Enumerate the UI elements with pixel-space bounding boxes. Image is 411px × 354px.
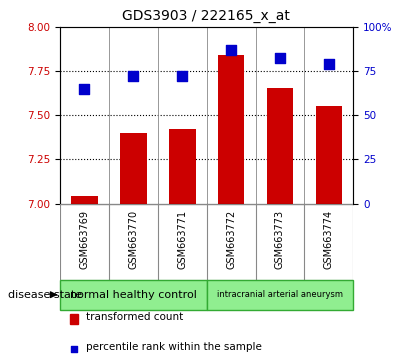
Point [81,86,88,91]
Text: GSM663770: GSM663770 [128,210,138,269]
Text: GSM663769: GSM663769 [79,210,89,269]
Bar [69,314,78,324]
Point [127,281,133,287]
Bar [206,280,353,310]
Text: transformed count: transformed count [86,312,184,322]
Text: GSM663773: GSM663773 [275,210,285,269]
Bar [266,88,293,204]
Point [326,61,332,67]
Bar [316,106,342,204]
Text: disease state: disease state [8,290,82,300]
Text: GSM663772: GSM663772 [226,210,236,269]
Bar [60,280,206,310]
Bar [71,196,97,204]
Text: GSM663771: GSM663771 [177,210,187,269]
Text: GSM663774: GSM663774 [324,210,334,269]
Point [179,73,185,79]
Bar [169,129,196,204]
Point [130,73,136,79]
Bar [120,133,147,204]
Text: percentile rank within the sample: percentile rank within the sample [86,342,262,352]
Bar [217,55,245,204]
Point [277,56,283,61]
Text: GDS3903 / 222165_x_at: GDS3903 / 222165_x_at [122,9,289,23]
Text: normal healthy control: normal healthy control [69,290,196,300]
Point [228,47,234,52]
Text: intracranial arterial aneurysm: intracranial arterial aneurysm [217,290,343,299]
